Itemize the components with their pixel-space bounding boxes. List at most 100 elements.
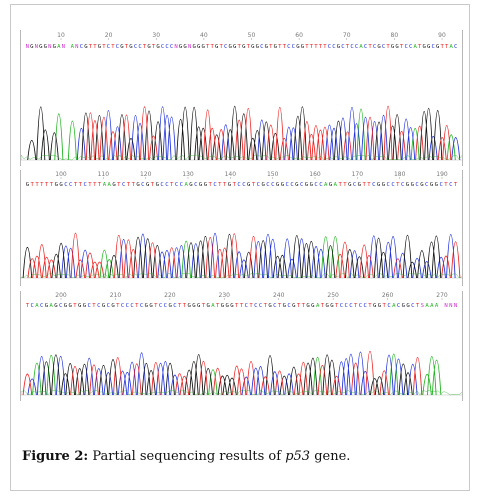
base-call: C [409, 44, 412, 50]
base-call: T [314, 44, 318, 50]
base-call: G [129, 44, 133, 50]
base-call: C [404, 44, 407, 50]
base-call: T [183, 303, 187, 309]
base-call: C [387, 303, 390, 309]
base-call: T [343, 182, 347, 188]
base-call: C [80, 44, 83, 50]
base-call: T [310, 44, 314, 50]
base-call: G [102, 303, 106, 309]
caption-text: Partial sequencing results of [88, 449, 286, 464]
tick-label: 30 [152, 32, 160, 39]
base-call: T [386, 44, 390, 50]
base-call: C [122, 182, 125, 188]
trace-c [76, 106, 461, 161]
base-call: G [147, 44, 151, 50]
base-call: G [261, 182, 265, 188]
base-call: T [50, 182, 54, 188]
base-call: G [30, 44, 34, 50]
trace-c [61, 232, 456, 279]
base-call: G [301, 44, 305, 50]
base-call: C [165, 182, 168, 188]
base-call: N [26, 44, 29, 50]
base-call: C [439, 182, 442, 188]
base-call: T [143, 44, 147, 50]
base-call: A [184, 182, 188, 188]
base-call: G [215, 44, 219, 50]
base-call: G [402, 303, 406, 309]
base-call: T [264, 303, 268, 309]
base-call: T [125, 44, 129, 50]
base-call: G [325, 303, 329, 309]
base-call: T [202, 303, 206, 309]
base-call: T [116, 303, 120, 309]
base-call: T [170, 182, 174, 188]
base-call: G [329, 182, 333, 188]
base-call: G [256, 44, 260, 50]
base-call: T [89, 44, 93, 50]
chromatogram-panel-1: 10 20 30 40 50 60 70 80 90 N G N G G N G A N A N C G T T G T C T C G T… [20, 30, 463, 166]
base-call: N [62, 44, 65, 50]
base-call: G [411, 182, 415, 188]
base-call: G [192, 44, 196, 50]
base-call: G [377, 44, 381, 50]
base-call: G [189, 182, 193, 188]
tick-label: 150 [267, 171, 279, 178]
base-call: G [268, 303, 272, 309]
base-call: T [400, 44, 404, 50]
base-call: C [290, 182, 293, 188]
base-call: N [444, 303, 447, 309]
base-call: C [257, 182, 260, 188]
base-call: G [146, 182, 150, 188]
base-call: T [88, 182, 92, 188]
base-call: G [436, 44, 440, 50]
base-call: G [330, 303, 334, 309]
tick-label: 70 [343, 32, 351, 39]
base-call: G [201, 44, 205, 50]
tick-label: 200 [55, 292, 67, 299]
base-call: T [418, 44, 422, 50]
base-call: T [102, 44, 106, 50]
tick-label: 140 [225, 171, 237, 178]
tick-label: 130 [182, 171, 194, 178]
base-call: T [323, 44, 327, 50]
base-call: C [355, 44, 358, 50]
base-call: G [265, 44, 269, 50]
base-call: C [387, 182, 390, 188]
tick-label: 80 [391, 32, 399, 39]
tick-label: 100 [55, 171, 67, 178]
base-call: G [120, 44, 124, 50]
base-call: T [93, 182, 97, 188]
base-call: G [156, 182, 160, 188]
base-call: A [324, 182, 328, 188]
base-call: T [444, 182, 448, 188]
base-call: A [49, 303, 53, 309]
base-call: G [44, 44, 48, 50]
base-call: G [295, 182, 299, 188]
trace-t [22, 351, 423, 396]
base-call: A [413, 44, 417, 50]
base-call: T [117, 182, 121, 188]
base-call: C [97, 303, 100, 309]
base-call: A [392, 303, 396, 309]
tick-label: 40 [200, 32, 208, 39]
trace-a [32, 353, 442, 396]
base-call: G [382, 182, 386, 188]
base-call: G [310, 182, 314, 188]
base-call: C [159, 303, 162, 309]
base-call: T [35, 182, 39, 188]
base-call: C [254, 303, 257, 309]
base-call: C [349, 303, 352, 309]
base-call: G [111, 303, 115, 309]
base-call: C [64, 182, 67, 188]
base-call: G [78, 303, 82, 309]
trace-noise [21, 154, 462, 161]
base-call: G [183, 44, 187, 50]
trace-g [27, 106, 443, 161]
base-call: T [319, 44, 323, 50]
base-call: T [210, 44, 214, 50]
base-call: C [449, 182, 452, 188]
base-call: C [364, 44, 367, 50]
base-call: G [136, 182, 140, 188]
base-call: T [127, 182, 131, 188]
figure-caption: Figure 2: Partial sequencing results of … [22, 449, 462, 464]
